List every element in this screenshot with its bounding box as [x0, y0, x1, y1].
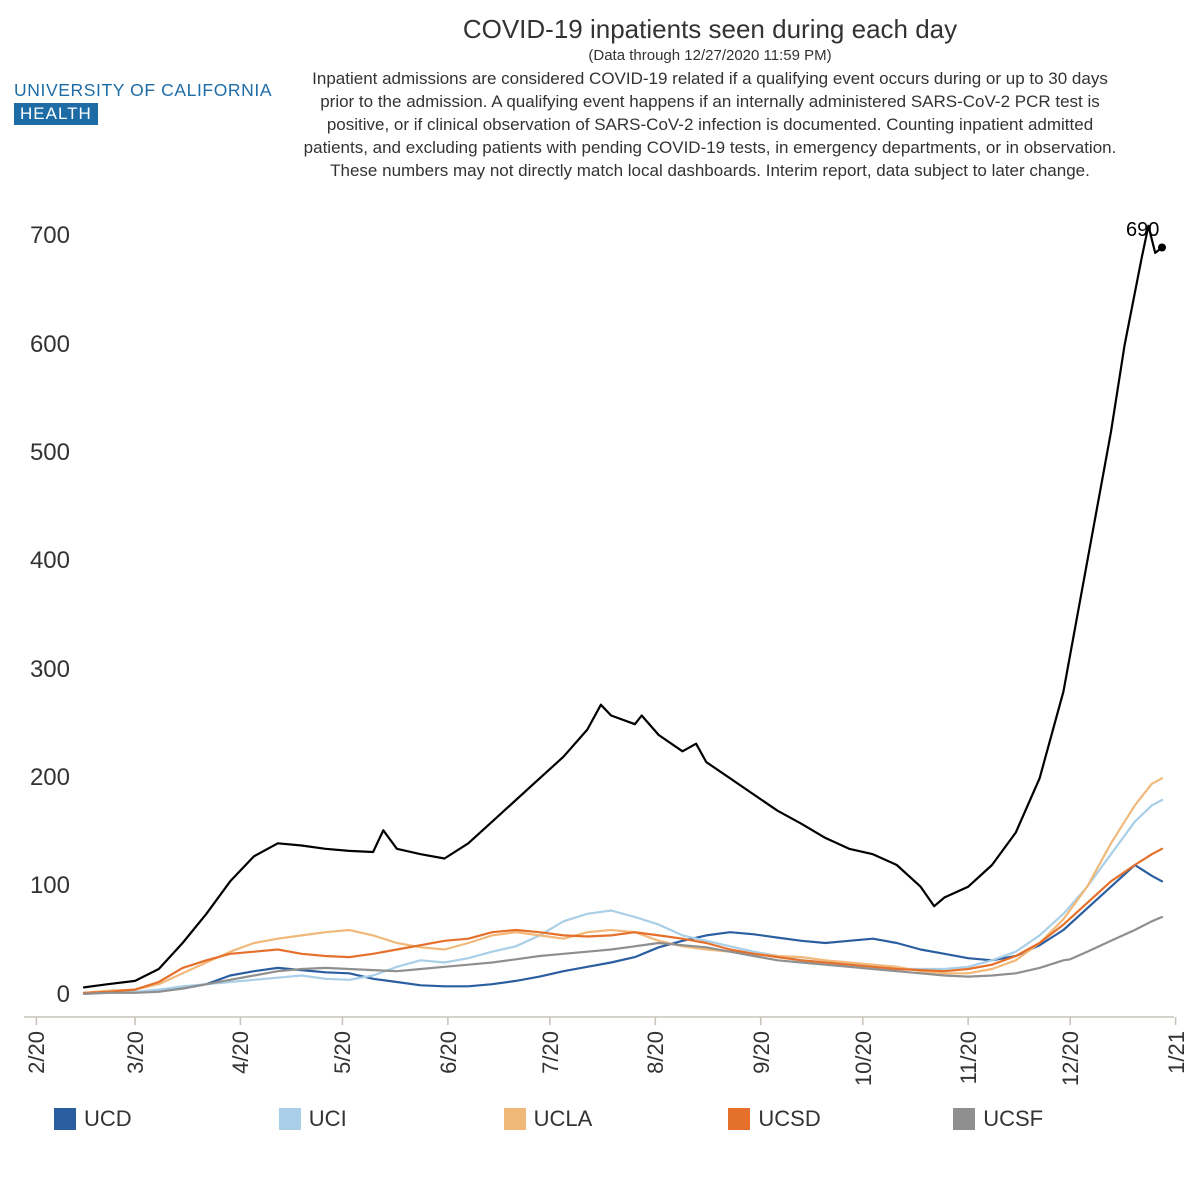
- legend-label: UCSF: [983, 1106, 1043, 1132]
- legend-item-ucla: UCLA: [504, 1106, 729, 1132]
- legend-item-ucsf: UCSF: [953, 1106, 1178, 1132]
- series-total: [84, 225, 1162, 987]
- legend-swatch: [279, 1108, 301, 1130]
- brand-line1: UNIVERSITY OF CALIFORNIA: [14, 80, 302, 101]
- title-block: COVID-19 inpatients seen during each day…: [302, 8, 1178, 183]
- legend-swatch: [504, 1108, 526, 1130]
- chart-subtitle: (Data through 12/27/2020 11:59 PM): [302, 47, 1118, 64]
- chart-title: COVID-19 inpatients seen during each day: [302, 14, 1118, 45]
- legend-label: UCD: [84, 1106, 132, 1132]
- series-ucsf: [84, 917, 1162, 994]
- chart-svg: [14, 205, 1178, 1092]
- brand-logo: UNIVERSITY OF CALIFORNIA HEALTH: [14, 8, 302, 125]
- legend-swatch: [953, 1108, 975, 1130]
- legend-item-ucd: UCD: [54, 1106, 279, 1132]
- header: UNIVERSITY OF CALIFORNIA HEALTH COVID-19…: [14, 8, 1178, 183]
- legend-item-uci: UCI: [279, 1106, 504, 1132]
- legend-label: UCSD: [758, 1106, 820, 1132]
- brand-line2: HEALTH: [14, 103, 98, 125]
- line-chart: 01002003004005006007002/203/204/205/206/…: [14, 205, 1178, 1092]
- chart-legend: UCD UCI UCLA UCSD UCSF: [14, 1106, 1178, 1132]
- legend-item-ucsd: UCSD: [728, 1106, 953, 1132]
- chart-description: Inpatient admissions are considered COVI…: [302, 68, 1118, 183]
- series-ucsd: [84, 848, 1162, 992]
- legend-swatch: [54, 1108, 76, 1130]
- legend-label: UCLA: [534, 1106, 593, 1132]
- legend-swatch: [728, 1108, 750, 1130]
- end-marker: [1158, 243, 1166, 251]
- legend-label: UCI: [309, 1106, 347, 1132]
